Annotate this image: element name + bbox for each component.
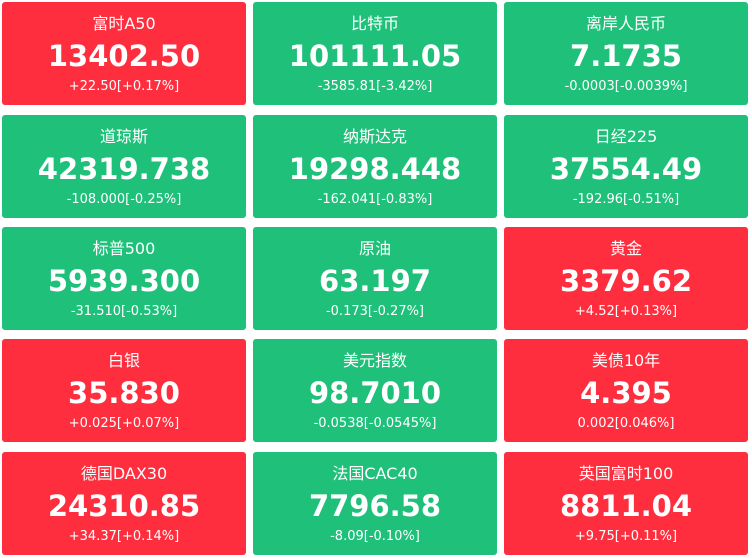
tile-price: 7796.58: [308, 489, 442, 523]
tile-change: -8.09[-0.10%]: [330, 529, 420, 544]
tile-change: +0.025[+0.07%]: [68, 416, 180, 431]
tile-change: -192.96[-0.51%]: [572, 192, 680, 207]
tile-change: +22.50[+0.17%]: [68, 79, 180, 94]
tile-change: +4.52[+0.13%]: [574, 304, 678, 319]
tile-price: 19298.448: [288, 152, 462, 186]
tile-name: 德国DAX30: [80, 464, 168, 483]
tile-price: 4.395: [580, 376, 672, 410]
quote-tile-ftse-100[interactable]: 英国富时100 8811.04 +9.75[+0.11%]: [504, 452, 748, 555]
quote-tile-gold[interactable]: 黄金 3379.62 +4.52[+0.13%]: [504, 227, 748, 330]
tile-change: -162.041[-0.83%]: [317, 192, 433, 207]
tile-name: 日经225: [594, 127, 658, 146]
quote-tile-dow-jones[interactable]: 道琼斯 42319.738 -108.000[-0.25%]: [2, 115, 246, 218]
tile-name: 比特币: [350, 14, 399, 33]
tile-name: 纳斯达克: [342, 127, 407, 146]
tile-change: +9.75[+0.11%]: [574, 529, 678, 544]
quote-tile-bitcoin[interactable]: 比特币 101111.05 -3585.81[-3.42%]: [253, 2, 497, 105]
tile-price: 101111.05: [288, 39, 462, 73]
tile-price: 3379.62: [559, 264, 693, 298]
tile-name: 富时A50: [92, 14, 156, 33]
tile-price: 7.1735: [570, 39, 682, 73]
tile-price: 8811.04: [559, 489, 693, 523]
tile-price: 42319.738: [37, 152, 211, 186]
quote-tile-dax30[interactable]: 德国DAX30 24310.85 +34.37[+0.14%]: [2, 452, 246, 555]
tile-change: 0.002[0.046%]: [577, 416, 675, 431]
quote-tile-offshore-cny[interactable]: 离岸人民币 7.1735 -0.0003[-0.0039%]: [504, 2, 748, 105]
tile-change: +34.37[+0.14%]: [68, 529, 180, 544]
tile-change: -3585.81[-3.42%]: [317, 79, 433, 94]
quote-tile-silver[interactable]: 白银 35.830 +0.025[+0.07%]: [2, 339, 246, 442]
tile-price: 13402.50: [47, 39, 201, 73]
tile-name: 标普500: [92, 239, 156, 258]
tile-change: -31.510[-0.53%]: [70, 304, 178, 319]
quote-tile-nasdaq[interactable]: 纳斯达克 19298.448 -162.041[-0.83%]: [253, 115, 497, 218]
tile-change: -0.0003[-0.0039%]: [564, 79, 688, 94]
quote-tile-cac40[interactable]: 法国CAC40 7796.58 -8.09[-0.10%]: [253, 452, 497, 555]
tile-change: -108.000[-0.25%]: [66, 192, 182, 207]
quote-tile-sp500[interactable]: 标普500 5939.300 -31.510[-0.53%]: [2, 227, 246, 330]
tile-name: 美债10年: [591, 351, 661, 370]
tile-price: 98.7010: [308, 376, 442, 410]
tile-name: 原油: [358, 239, 391, 258]
quote-tile-crude-oil[interactable]: 原油 63.197 -0.173[-0.27%]: [253, 227, 497, 330]
tile-price: 37554.49: [549, 152, 703, 186]
tile-change: -0.173[-0.27%]: [325, 304, 425, 319]
tile-price: 63.197: [319, 264, 431, 298]
tile-price: 24310.85: [47, 489, 201, 523]
tile-name: 美元指数: [342, 351, 407, 370]
tile-price: 35.830: [68, 376, 180, 410]
tile-price: 5939.300: [47, 264, 201, 298]
tile-name: 英国富时100: [578, 464, 674, 483]
quote-tile-ftse-china-a50[interactable]: 富时A50 13402.50 +22.50[+0.17%]: [2, 2, 246, 105]
tile-name: 法国CAC40: [332, 464, 418, 483]
tile-name: 离岸人民币: [585, 14, 666, 33]
tile-name: 道琼斯: [99, 127, 148, 146]
quote-tile-dollar-index[interactable]: 美元指数 98.7010 -0.0538[-0.0545%]: [253, 339, 497, 442]
quote-tile-nikkei-225[interactable]: 日经225 37554.49 -192.96[-0.51%]: [504, 115, 748, 218]
quote-tile-us-10y-treasury[interactable]: 美债10年 4.395 0.002[0.046%]: [504, 339, 748, 442]
tile-change: -0.0538[-0.0545%]: [313, 416, 437, 431]
tile-name: 黄金: [609, 239, 642, 258]
tile-name: 白银: [107, 351, 140, 370]
